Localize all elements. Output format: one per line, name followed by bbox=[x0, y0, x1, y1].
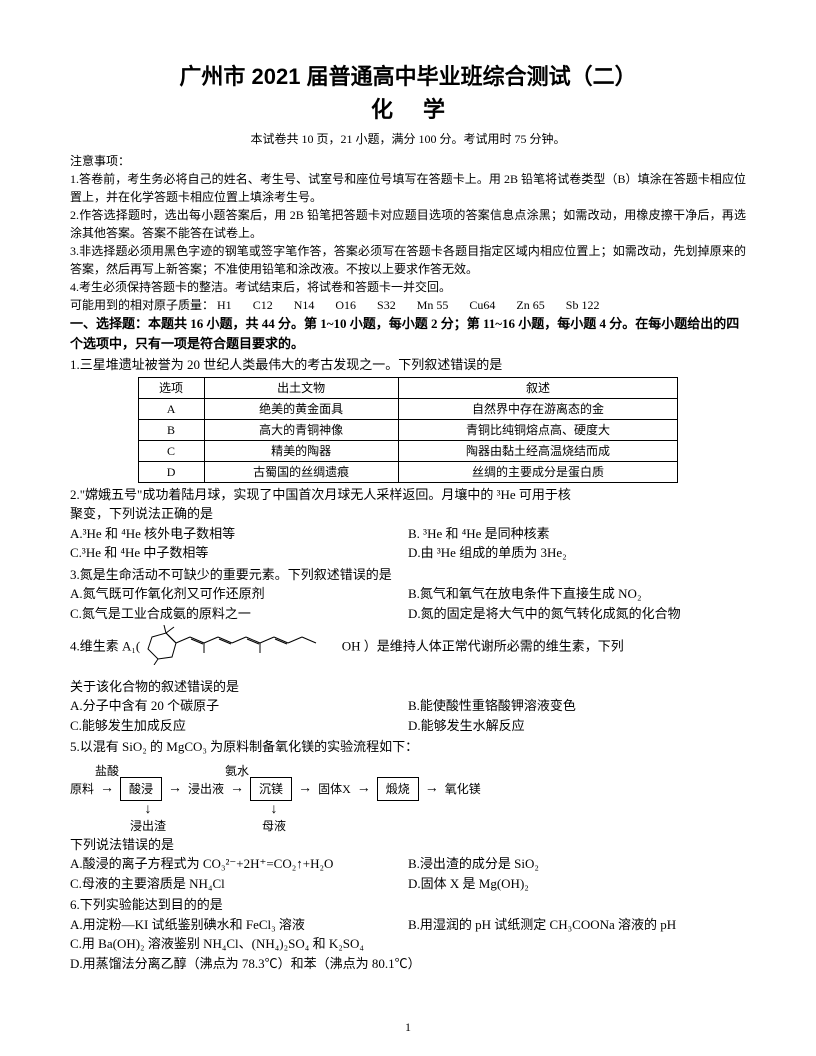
q3-opt-d: D.氮的固定是将大气中的氮气转化成氮的化合物 bbox=[408, 604, 746, 624]
atomic-pair: Sb 122 bbox=[566, 298, 600, 312]
down-arrow-icon: ↓ bbox=[271, 803, 278, 817]
vitamin-a-structure-icon bbox=[144, 625, 339, 671]
q2-opt-a: A.³He 和 ⁴He 核外电子数相等 bbox=[70, 524, 408, 544]
td: D bbox=[138, 461, 204, 482]
notice-1: 1.答卷前，考生务必将自己的姓名、考生号、试室号和座位号填写在答题卡上。用 2B… bbox=[70, 170, 746, 206]
arrow-icon: → bbox=[298, 778, 312, 799]
q5-opt-c: C.母液的主要溶质是 NH₄Cl bbox=[70, 874, 408, 894]
atomic-pair: S32 bbox=[377, 298, 396, 312]
arrow-icon: 氨水→ bbox=[230, 778, 244, 799]
q5-opt-d: D.固体 X 是 Mg(OH)₂ bbox=[408, 874, 746, 894]
q2-opt-b: B. ³He 和 ⁴He 是同种核素 bbox=[408, 524, 746, 544]
atomic-pair: Zn 65 bbox=[516, 298, 544, 312]
flow-down-residue: 浸出渣 bbox=[130, 817, 166, 835]
q4-opt-b: B.能使酸性重铬酸钾溶液变色 bbox=[408, 696, 746, 716]
flow-node-precip: 沉镁 bbox=[250, 777, 292, 801]
q5-flow-down: ↓ 浸出渣 ↓ 母液 bbox=[130, 803, 746, 835]
q1: 1.三星堆遗址被誉为 20 世纪人类最伟大的考古发现之一。下列叙述错误的是 选项… bbox=[70, 355, 746, 483]
q4-stem-a: 4.维生素 A₁( bbox=[70, 639, 140, 654]
q6-opt-d: D.用蒸馏法分离乙醇（沸点为 78.3℃）和苯（沸点为 80.1℃） bbox=[70, 954, 746, 974]
title-sub: 化学 bbox=[70, 93, 746, 126]
q3: 3.氮是生命活动不可缺少的重要元素。下列叙述错误的是 A.氮气既可作氧化剂又可作… bbox=[70, 565, 746, 624]
td: A bbox=[138, 398, 204, 419]
flow-node-calc: 煅烧 bbox=[377, 777, 419, 801]
td: 高大的青铜神像 bbox=[204, 419, 398, 440]
flow-node-liquid: 浸出液 bbox=[188, 780, 224, 798]
q4-stem-line1: 4.维生素 A₁( bbox=[70, 625, 746, 671]
atomic-pair: Cu64 bbox=[469, 298, 495, 312]
td: 自然界中存在游离态的金 bbox=[398, 398, 678, 419]
q4-opt-c: C.能够发生加成反应 bbox=[70, 716, 408, 736]
q4-opt-a: A.分子中含有 20 个碳原子 bbox=[70, 696, 408, 716]
th: 出土文物 bbox=[204, 377, 398, 398]
q6: 6.下列实验能达到目的的是 A.用淀粉—KI 试纸鉴别碘水和 FeCl₃ 溶液 … bbox=[70, 895, 746, 973]
q6-stem: 6.下列实验能达到目的的是 bbox=[70, 895, 746, 915]
paper-info: 本试卷共 10 页，21 小题，满分 100 分。考试用时 75 分钟。 bbox=[70, 130, 746, 148]
q2-opt-d: D.由 ³He 组成的单质为 3He₂ bbox=[408, 543, 746, 563]
title-main: 广州市 2021 届普通高中毕业班综合测试（二） bbox=[70, 60, 746, 93]
td: 陶器由黏土经高温烧结而成 bbox=[398, 440, 678, 461]
down-arrow-icon: ↓ bbox=[145, 803, 152, 817]
td: 绝美的黄金面具 bbox=[204, 398, 398, 419]
flow-node-mgo: 氧化镁 bbox=[445, 780, 481, 798]
q4: 4.维生素 A₁( bbox=[70, 625, 746, 735]
page-number: 1 bbox=[0, 1018, 816, 1036]
atomic-prefix: 可能用到的相对原子质量： bbox=[70, 298, 214, 312]
notice-2: 2.作答选择题时，选出每小题答案后，用 2B 铅笔把答题卡对应题目选项的答案信息… bbox=[70, 206, 746, 242]
q6-opt-a: A.用淀粉—KI 试纸鉴别碘水和 FeCl₃ 溶液 bbox=[70, 915, 408, 935]
q3-opt-c: C.氮气是工业合成氨的原料之一 bbox=[70, 604, 408, 624]
atomic-pair: H1 bbox=[217, 298, 232, 312]
q1-table: 选项 出土文物 叙述 A绝美的黄金面具自然界中存在游离态的金 B高大的青铜神像青… bbox=[138, 377, 679, 483]
q3-opt-a: A.氮气既可作氧化剂又可作还原剂 bbox=[70, 584, 408, 604]
atomic-pair: N14 bbox=[294, 298, 315, 312]
q2-stem-b: 聚变，下列说法正确的是 bbox=[70, 504, 746, 524]
th: 叙述 bbox=[398, 377, 678, 398]
td: 精美的陶器 bbox=[204, 440, 398, 461]
q2-stem-a: 2."嫦娥五号"成功着陆月球，实现了中国首次月球无人采样返回。月壤中的 ³He … bbox=[70, 485, 746, 505]
arrow-icon: → bbox=[168, 778, 182, 799]
td: 古蜀国的丝绸遗痕 bbox=[204, 461, 398, 482]
notice-3: 3.非选择题必须用黑色字迹的钢笔或签字笔作答，答案必须写在答题卡各题目指定区域内… bbox=[70, 242, 746, 278]
flow-node-solidx: 固体X bbox=[318, 780, 351, 798]
td: B bbox=[138, 419, 204, 440]
q4-stem-b: OH ）是维持人体正常代谢所必需的维生素，下列 bbox=[342, 639, 624, 654]
flow-down-mother: 母液 bbox=[262, 817, 286, 835]
section-1-head: 一、选择题：本题共 16 小题，共 44 分。第 1~10 小题，每小题 2 分… bbox=[70, 314, 746, 353]
th: 选项 bbox=[138, 377, 204, 398]
atomic-pair: O16 bbox=[335, 298, 356, 312]
q5-flowchart: 原料 盐酸→ 酸浸 → 浸出液 氨水→ 沉镁 → 固体X → 煅烧 → 氧化镁 bbox=[70, 777, 746, 801]
flow-node-raw: 原料 bbox=[70, 780, 94, 798]
notice-4: 4.考生必须保持答题卡的整洁。考试结束后，将试卷和答题卡一并交回。 bbox=[70, 278, 746, 296]
q5-opt-a: A.酸浸的离子方程式为 CO₃²⁻+2H⁺=CO₂↑+H₂O bbox=[70, 854, 408, 874]
q5: 5.以混有 SiO₂ 的 MgCO₃ 为原料制备氧化镁的实验流程如下： 原料 盐… bbox=[70, 737, 746, 893]
q4-stem-c: 关于该化合物的叙述错误的是 bbox=[70, 677, 746, 697]
notice-head: 注意事项： bbox=[70, 152, 746, 170]
q1-stem: 1.三星堆遗址被誉为 20 世纪人类最伟大的考古发现之一。下列叙述错误的是 bbox=[70, 355, 746, 375]
flow-top-label: 盐酸 bbox=[95, 762, 119, 780]
td: C bbox=[138, 440, 204, 461]
q5-stem: 5.以混有 SiO₂ 的 MgCO₃ 为原料制备氧化镁的实验流程如下： bbox=[70, 737, 746, 757]
q3-stem: 3.氮是生命活动不可缺少的重要元素。下列叙述错误的是 bbox=[70, 565, 746, 585]
td: 青铜比纯铜熔点高、硬度大 bbox=[398, 419, 678, 440]
td: 丝绸的主要成分是蛋白质 bbox=[398, 461, 678, 482]
atomic-mass-line: 可能用到的相对原子质量： H1 C12 N14 O16 S32 Mn 55 Cu… bbox=[70, 296, 746, 314]
arrow-icon: → bbox=[357, 778, 371, 799]
arrow-icon: 盐酸→ bbox=[100, 778, 114, 799]
atomic-pair: Mn 55 bbox=[417, 298, 449, 312]
arrow-icon: → bbox=[425, 778, 439, 799]
q5-lead: 下列说法错误的是 bbox=[70, 835, 746, 855]
q5-opt-b: B.浸出渣的成分是 SiO₂ bbox=[408, 854, 746, 874]
q2: 2."嫦娥五号"成功着陆月球，实现了中国首次月球无人采样返回。月壤中的 ³He … bbox=[70, 485, 746, 563]
flow-node-acid: 酸浸 bbox=[120, 777, 162, 801]
q6-opt-c: C.用 Ba(OH)₂ 溶液鉴别 NH₄Cl、(NH₄)₂SO₄ 和 K₂SO₄ bbox=[70, 934, 746, 954]
q3-opt-b: B.氮气和氧气在放电条件下直接生成 NO₂ bbox=[408, 584, 746, 604]
q2-opt-c: C.³He 和 ⁴He 中子数相等 bbox=[70, 543, 408, 563]
q4-opt-d: D.能够发生水解反应 bbox=[408, 716, 746, 736]
atomic-pair: C12 bbox=[253, 298, 273, 312]
flow-top-label: 氨水 bbox=[225, 762, 249, 780]
q6-opt-b: B.用湿润的 pH 试纸测定 CH₃COONa 溶液的 pH bbox=[408, 915, 746, 935]
